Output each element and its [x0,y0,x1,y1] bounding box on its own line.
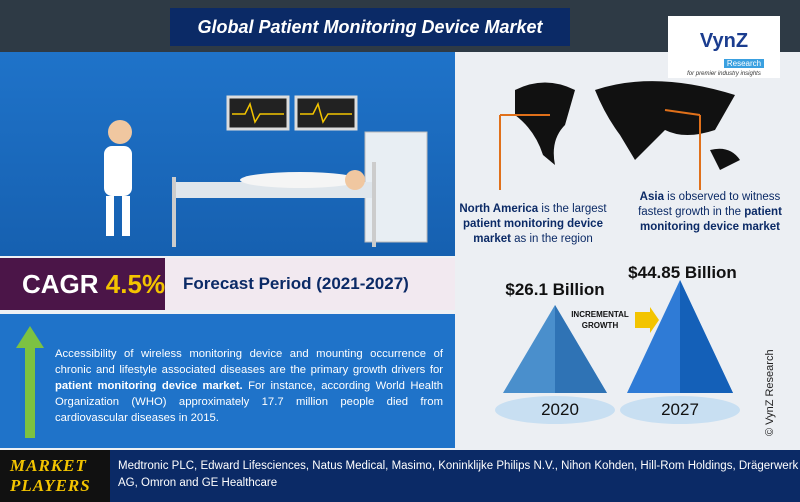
cagr-value: 4.5% [105,268,166,299]
label-text: MARKET [10,456,87,475]
note-bold: patient monitoring device market [463,218,603,245]
arrow [16,326,44,438]
growth-text: GROWTH [581,321,619,330]
desc-text: Accessibility of wireless monitoring dev… [55,348,443,376]
note-bold: North America [459,203,539,215]
logo: VynZ Research for premier industry insig… [668,16,780,78]
desc-bold: patient monitoring device market. [55,380,243,392]
australia [710,148,740,170]
world-map [499,81,740,190]
note-bold: Asia [639,191,664,203]
bed-leg [172,177,176,247]
pointer [664,109,701,116]
note-text: as in the region [514,233,593,245]
patient [240,172,360,188]
eurasia-africa [595,81,735,160]
description: Accessibility of wireless monitoring dev… [55,346,443,426]
value-2020: $26.1 Billion [505,280,605,299]
value-2027: $44.85 Billion [628,263,737,282]
asia-note: Asia is observed to witness fastest grow… [625,190,795,235]
nurse-leg [122,196,130,236]
description-panel [0,314,455,448]
desc-text: For instance, according World Health Org… [55,380,444,424]
title: Global Patient Monitoring Device Market [170,8,570,46]
logo-tagline: for premier industry insights [687,71,761,77]
nurse-leg [106,196,114,236]
forecast: Forecast Period (2021-2027) [165,258,455,310]
hospital-illustration [104,95,428,247]
nurse-head [108,120,132,144]
growth-label: INCREMENTAL GROWTH [560,309,640,331]
heartbeat [232,101,284,124]
north-america-note: North America is the largest patient mon… [458,202,608,247]
monitor [294,95,358,131]
pyramid-shade [555,305,607,393]
year-2020: 2020 [541,400,579,419]
cagr-label: CAGR [22,268,99,299]
note-text: is the largest [541,203,607,215]
label-text: PLAYERS [10,476,91,495]
note-bold: patient monitoring device market [640,206,782,233]
pyramid-shade [680,280,733,393]
logo-name: VynZ [699,30,749,52]
base [620,396,740,424]
nurse-body [104,146,132,196]
monitor [226,95,290,131]
copyright: © VynZ Research [764,349,776,436]
title-text: Global Patient Monitoring Device Market [197,16,543,37]
note-text: is observed to witness fastest growth in… [638,191,781,218]
players-label: MARKET PLAYERS [0,450,110,502]
players-list: Medtronic PLC, Edward Lifesciences, Natu… [118,460,799,489]
players: Medtronic PLC, Edward Lifesciences, Natu… [110,450,800,502]
growth-arrow [16,326,44,438]
heartbeat [300,101,352,124]
illustration-panel [0,52,455,256]
pyramids [495,280,740,424]
cagr: CAGR 4.5% [0,258,165,310]
growth-arrow [635,307,659,333]
base [495,396,615,424]
year-2027: 2027 [661,400,699,419]
patient-head [345,170,365,190]
growth-text: INCREMENTAL [571,310,629,319]
bed-leg [372,162,376,247]
americas [515,82,575,165]
logo-sub: Research [723,59,765,68]
forecast-text: Forecast Period (2021-2027) [183,274,409,293]
